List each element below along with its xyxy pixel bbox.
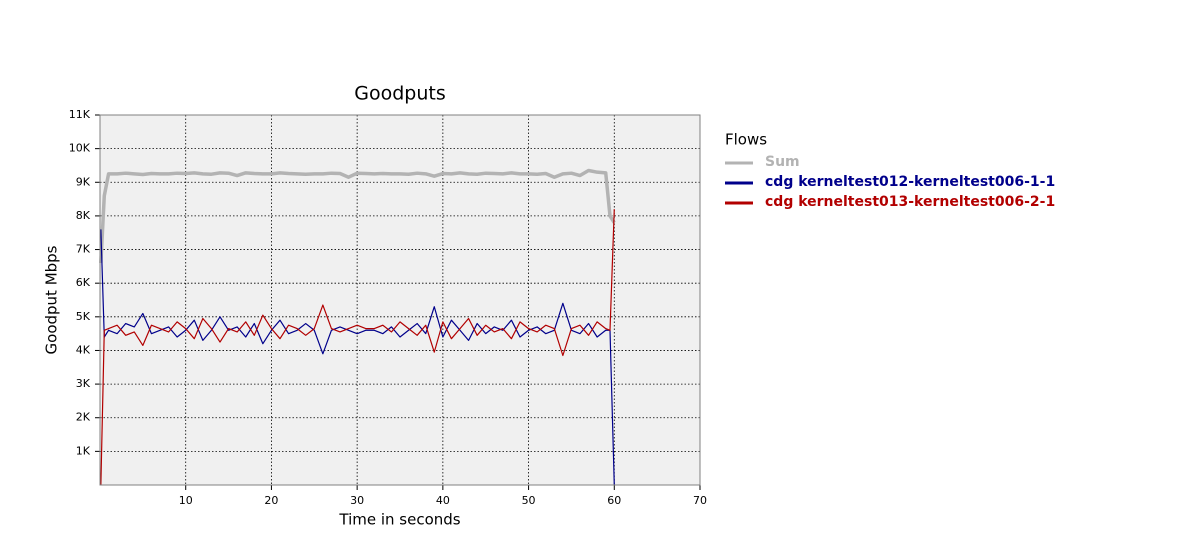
y-axis-label: Goodput Mbps: [43, 245, 61, 354]
x-tick-label: 70: [693, 494, 707, 507]
x-tick-label: 10: [179, 494, 193, 507]
y-tick-label: 3K: [76, 377, 91, 390]
x-tick-label: 20: [264, 494, 278, 507]
y-tick-label: 8K: [76, 209, 91, 222]
series-line: [100, 229, 615, 486]
x-axis-label: Time in seconds: [338, 511, 460, 529]
lines: [99, 168, 616, 486]
y-tick-label: 1K: [76, 444, 91, 457]
y-tick-label: 10K: [69, 142, 91, 155]
x-tick-label: 30: [350, 494, 364, 507]
y-tick-label: 11K: [69, 108, 91, 121]
chart-title: Goodputs: [354, 83, 445, 105]
y-tick-label: 7K: [76, 243, 91, 256]
x-tick-label: 40: [436, 494, 450, 507]
plot-border: [99, 114, 701, 486]
series-line: [100, 209, 615, 486]
series-line: [99, 168, 616, 264]
y-tick-label: 9K: [76, 175, 91, 188]
y-tick-label: 2K: [76, 411, 91, 424]
y-tick-label: 6K: [76, 276, 91, 289]
legend-label: Sum: [765, 154, 800, 170]
y-tick-label: 5K: [76, 310, 91, 323]
legend-title: Flows: [725, 131, 767, 149]
legend-label: cdg kerneltest013-kerneltest006-2-1: [765, 194, 1055, 210]
plot-area: [100, 115, 700, 485]
x-tick-label: 60: [607, 494, 621, 507]
y-tick-label: 4K: [76, 343, 91, 356]
legend-label: cdg kerneltest012-kerneltest006-1-1: [765, 174, 1055, 190]
x-tick-label: 50: [522, 494, 536, 507]
